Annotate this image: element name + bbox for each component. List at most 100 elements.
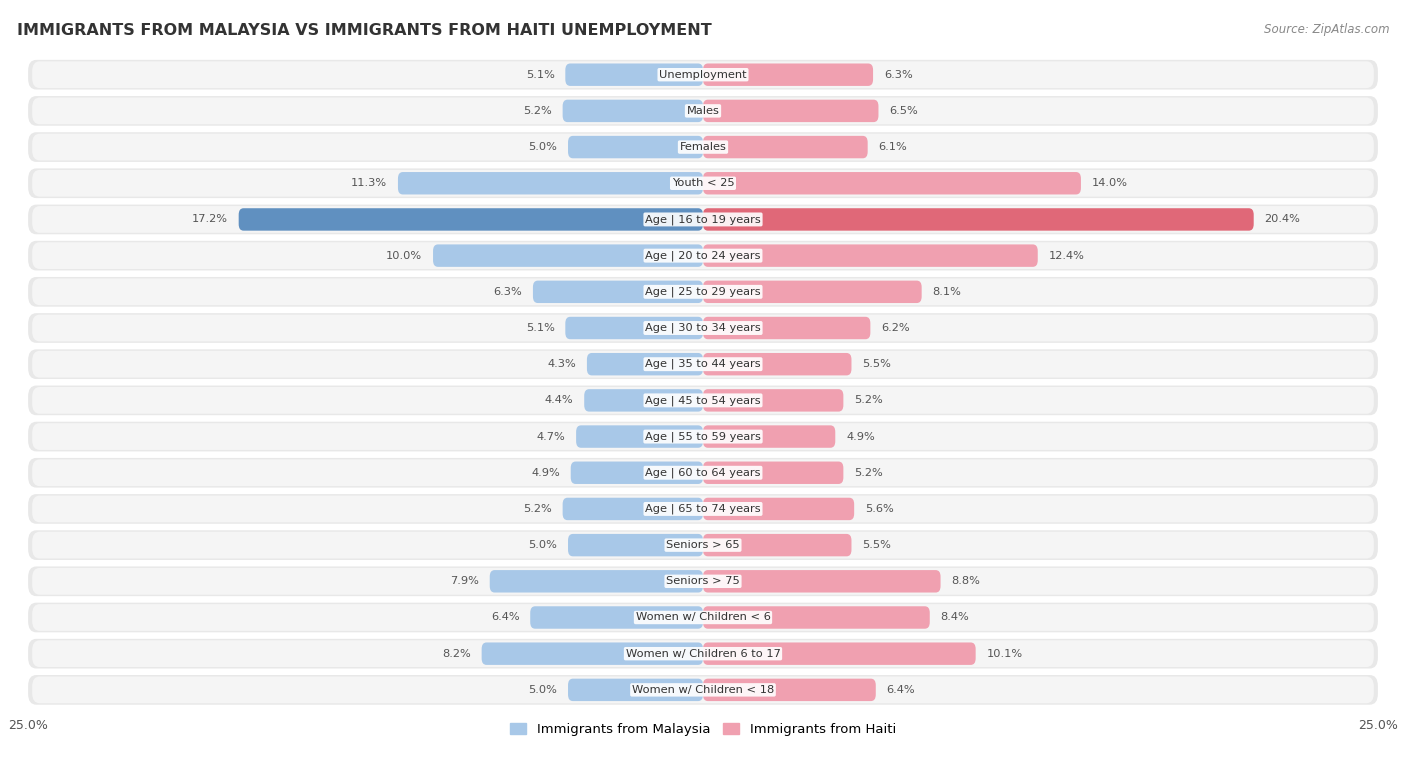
Text: Unemployment: Unemployment xyxy=(659,70,747,79)
FancyBboxPatch shape xyxy=(568,679,703,701)
FancyBboxPatch shape xyxy=(28,566,1378,597)
Text: 8.1%: 8.1% xyxy=(932,287,962,297)
FancyBboxPatch shape xyxy=(703,679,876,701)
Text: 5.6%: 5.6% xyxy=(865,504,894,514)
FancyBboxPatch shape xyxy=(32,496,1374,522)
FancyBboxPatch shape xyxy=(32,677,1374,703)
FancyBboxPatch shape xyxy=(28,494,1378,524)
FancyBboxPatch shape xyxy=(562,497,703,520)
FancyBboxPatch shape xyxy=(28,204,1378,234)
FancyBboxPatch shape xyxy=(398,172,703,195)
FancyBboxPatch shape xyxy=(32,134,1374,160)
Text: 4.3%: 4.3% xyxy=(547,359,576,369)
Text: 8.4%: 8.4% xyxy=(941,612,969,622)
FancyBboxPatch shape xyxy=(562,100,703,122)
FancyBboxPatch shape xyxy=(28,277,1378,307)
FancyBboxPatch shape xyxy=(565,64,703,86)
Text: 5.2%: 5.2% xyxy=(523,504,551,514)
FancyBboxPatch shape xyxy=(28,458,1378,488)
FancyBboxPatch shape xyxy=(533,281,703,303)
Text: 5.1%: 5.1% xyxy=(526,70,554,79)
Text: 5.5%: 5.5% xyxy=(862,359,891,369)
Text: Age | 25 to 29 years: Age | 25 to 29 years xyxy=(645,287,761,297)
FancyBboxPatch shape xyxy=(482,643,703,665)
FancyBboxPatch shape xyxy=(703,136,868,158)
Text: 20.4%: 20.4% xyxy=(1264,214,1301,224)
FancyBboxPatch shape xyxy=(28,603,1378,632)
Text: 8.2%: 8.2% xyxy=(441,649,471,659)
Text: 6.2%: 6.2% xyxy=(882,323,910,333)
FancyBboxPatch shape xyxy=(586,353,703,375)
Text: 8.8%: 8.8% xyxy=(952,576,980,587)
FancyBboxPatch shape xyxy=(32,387,1374,414)
Text: Women w/ Children < 6: Women w/ Children < 6 xyxy=(636,612,770,622)
Text: 12.4%: 12.4% xyxy=(1049,251,1084,260)
FancyBboxPatch shape xyxy=(28,350,1378,379)
Text: 5.5%: 5.5% xyxy=(862,540,891,550)
FancyBboxPatch shape xyxy=(32,350,1374,378)
Text: Women w/ Children 6 to 17: Women w/ Children 6 to 17 xyxy=(626,649,780,659)
Text: Age | 35 to 44 years: Age | 35 to 44 years xyxy=(645,359,761,369)
FancyBboxPatch shape xyxy=(571,462,703,484)
Text: 11.3%: 11.3% xyxy=(352,178,387,188)
FancyBboxPatch shape xyxy=(703,425,835,448)
FancyBboxPatch shape xyxy=(568,136,703,158)
FancyBboxPatch shape xyxy=(703,462,844,484)
Text: 10.1%: 10.1% xyxy=(987,649,1022,659)
Text: Age | 60 to 64 years: Age | 60 to 64 years xyxy=(645,468,761,478)
FancyBboxPatch shape xyxy=(28,639,1378,668)
Text: 6.4%: 6.4% xyxy=(887,685,915,695)
Text: Age | 55 to 59 years: Age | 55 to 59 years xyxy=(645,431,761,442)
Text: IMMIGRANTS FROM MALAYSIA VS IMMIGRANTS FROM HAITI UNEMPLOYMENT: IMMIGRANTS FROM MALAYSIA VS IMMIGRANTS F… xyxy=(17,23,711,38)
Text: Age | 20 to 24 years: Age | 20 to 24 years xyxy=(645,251,761,261)
FancyBboxPatch shape xyxy=(703,316,870,339)
FancyBboxPatch shape xyxy=(703,497,855,520)
FancyBboxPatch shape xyxy=(703,245,1038,267)
Text: Youth < 25: Youth < 25 xyxy=(672,178,734,188)
FancyBboxPatch shape xyxy=(28,241,1378,270)
FancyBboxPatch shape xyxy=(239,208,703,231)
Text: Age | 30 to 34 years: Age | 30 to 34 years xyxy=(645,322,761,333)
Text: 5.2%: 5.2% xyxy=(855,395,883,406)
Text: Source: ZipAtlas.com: Source: ZipAtlas.com xyxy=(1264,23,1389,36)
FancyBboxPatch shape xyxy=(576,425,703,448)
FancyBboxPatch shape xyxy=(32,531,1374,559)
Text: 4.4%: 4.4% xyxy=(544,395,574,406)
FancyBboxPatch shape xyxy=(585,389,703,412)
Text: 5.2%: 5.2% xyxy=(523,106,551,116)
FancyBboxPatch shape xyxy=(433,245,703,267)
FancyBboxPatch shape xyxy=(32,206,1374,233)
Text: 5.0%: 5.0% xyxy=(529,685,557,695)
Text: Males: Males xyxy=(686,106,720,116)
Text: 6.1%: 6.1% xyxy=(879,142,907,152)
Text: 4.7%: 4.7% xyxy=(537,431,565,441)
FancyBboxPatch shape xyxy=(32,459,1374,486)
Text: 14.0%: 14.0% xyxy=(1091,178,1128,188)
FancyBboxPatch shape xyxy=(28,132,1378,162)
Text: 4.9%: 4.9% xyxy=(531,468,560,478)
FancyBboxPatch shape xyxy=(32,242,1374,269)
FancyBboxPatch shape xyxy=(32,423,1374,450)
FancyBboxPatch shape xyxy=(565,316,703,339)
FancyBboxPatch shape xyxy=(28,168,1378,198)
Text: 5.0%: 5.0% xyxy=(529,142,557,152)
FancyBboxPatch shape xyxy=(530,606,703,629)
FancyBboxPatch shape xyxy=(703,64,873,86)
Text: Age | 65 to 74 years: Age | 65 to 74 years xyxy=(645,503,761,514)
Text: Age | 45 to 54 years: Age | 45 to 54 years xyxy=(645,395,761,406)
Legend: Immigrants from Malaysia, Immigrants from Haiti: Immigrants from Malaysia, Immigrants fro… xyxy=(505,718,901,741)
Text: Females: Females xyxy=(679,142,727,152)
FancyBboxPatch shape xyxy=(703,208,1254,231)
FancyBboxPatch shape xyxy=(28,531,1378,560)
FancyBboxPatch shape xyxy=(32,568,1374,595)
Text: 4.9%: 4.9% xyxy=(846,431,875,441)
Text: Seniors > 75: Seniors > 75 xyxy=(666,576,740,587)
FancyBboxPatch shape xyxy=(28,385,1378,415)
FancyBboxPatch shape xyxy=(28,675,1378,705)
Text: 7.9%: 7.9% xyxy=(450,576,479,587)
FancyBboxPatch shape xyxy=(568,534,703,556)
Text: 5.0%: 5.0% xyxy=(529,540,557,550)
Text: 6.4%: 6.4% xyxy=(491,612,519,622)
FancyBboxPatch shape xyxy=(28,313,1378,343)
FancyBboxPatch shape xyxy=(28,60,1378,89)
